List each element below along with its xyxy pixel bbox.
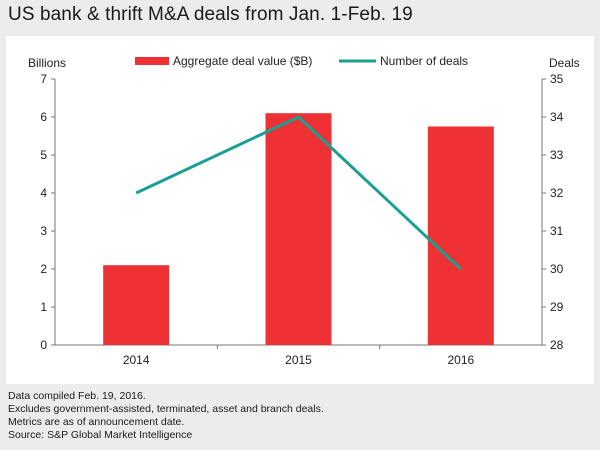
right-tick-label: 34 <box>550 110 564 124</box>
footnote-compiled: Data compiled Feb. 19, 2016. <box>8 390 146 402</box>
left-tick-label: 4 <box>40 186 47 200</box>
left-axis-label: Billions <box>28 56 66 70</box>
legend: Aggregate deal value ($B) Number of deal… <box>135 54 468 68</box>
right-axis-ticks: 28 29 30 31 32 33 34 35 <box>542 72 564 352</box>
bar-2014 <box>103 265 170 345</box>
right-axis-label: Deals <box>549 56 580 70</box>
left-tick-label: 2 <box>40 262 47 276</box>
left-tick-label: 6 <box>40 110 47 124</box>
x-axis-tick-labels: 2014 2015 2016 <box>123 345 475 367</box>
chart-title: US bank & thrift M&A deals from Jan. 1-F… <box>8 4 413 25</box>
footnote-excludes: Excludes government-assisted, terminated… <box>8 403 324 415</box>
right-tick-label: 30 <box>550 262 564 276</box>
bar-2015 <box>265 113 332 345</box>
left-tick-label: 3 <box>40 224 47 238</box>
left-tick-label: 7 <box>40 72 47 86</box>
x-tick-label-2016: 2016 <box>447 353 474 367</box>
left-tick-label: 5 <box>40 148 47 162</box>
chart-svg: Billions Deals Aggregate deal value ($B)… <box>28 54 580 367</box>
chart-panel: Billions Deals Aggregate deal value ($B)… <box>6 36 594 384</box>
footnotes: Data compiled Feb. 19, 2016. Excludes go… <box>8 390 324 442</box>
bar-series <box>103 113 494 345</box>
left-axis-ticks: 0 1 2 3 4 5 6 7 <box>40 72 55 352</box>
legend-bar-swatch <box>135 57 169 65</box>
bar-2016 <box>427 126 494 345</box>
right-tick-label: 32 <box>550 186 564 200</box>
right-tick-label: 35 <box>550 72 564 86</box>
left-tick-label: 0 <box>40 338 47 352</box>
right-tick-label: 29 <box>550 300 564 314</box>
left-tick-label: 1 <box>40 300 47 314</box>
legend-line-label: Number of deals <box>380 54 468 68</box>
right-tick-label: 31 <box>550 224 564 238</box>
x-tick-label-2015: 2015 <box>285 353 312 367</box>
footnote-metrics: Metrics are as of announcement date. <box>8 416 185 428</box>
right-tick-label: 33 <box>550 148 564 162</box>
line-series <box>135 115 462 271</box>
footnote-source: Source: S&P Global Market Intelligence <box>8 429 193 441</box>
legend-bar-label: Aggregate deal value ($B) <box>173 54 312 68</box>
right-tick-label: 28 <box>550 338 564 352</box>
x-tick-label-2014: 2014 <box>123 353 150 367</box>
